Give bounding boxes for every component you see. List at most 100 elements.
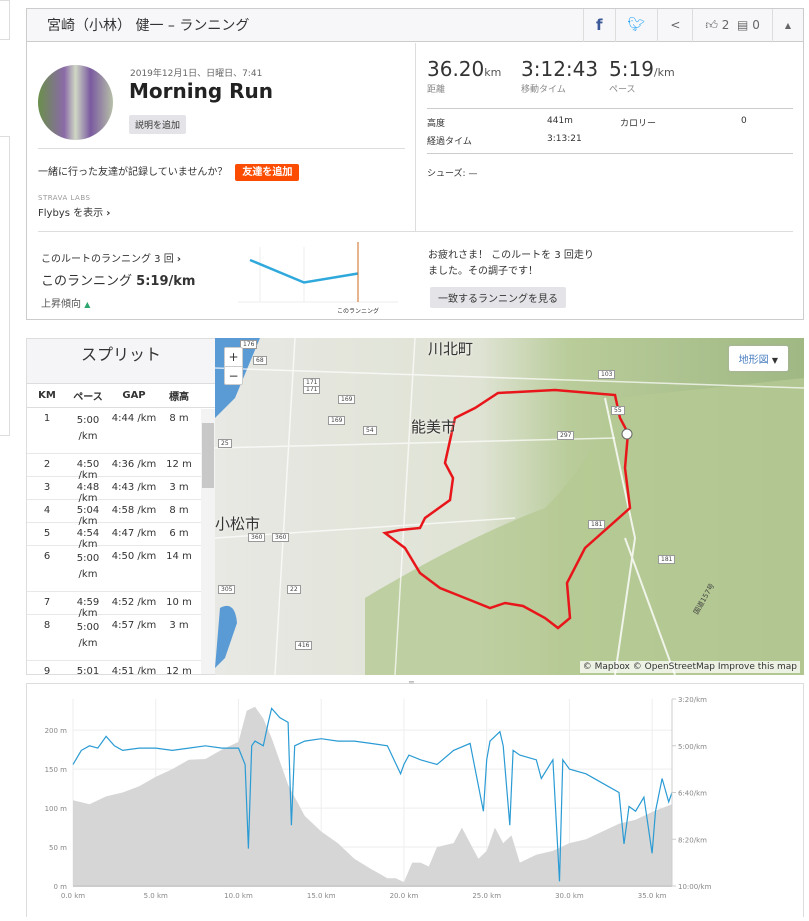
road-badge: 25	[218, 439, 232, 448]
route-line	[382, 388, 632, 630]
trend: 上昇傾向 ▲	[41, 295, 90, 310]
split-row[interactable]: 6 5:00 /km 4:50 /km 14 m	[27, 546, 215, 592]
facebook-icon[interactable]: f	[583, 8, 615, 42]
comment-icon: ▤	[737, 18, 749, 32]
triangle-up-icon: ▲	[84, 300, 91, 309]
road-badge: 181	[588, 520, 606, 529]
road-badge: 416	[295, 641, 313, 650]
split-pace: 4:59 /km	[76, 597, 100, 619]
chevron-right-icon: ›	[106, 208, 111, 219]
activity-date: 2019年12月1日、日曜日、7:41	[130, 69, 263, 79]
split-elev: 12 m	[166, 459, 192, 470]
x-tick-label: 10.0 km	[224, 892, 253, 900]
road-badge: 54	[363, 426, 377, 435]
splits-title: スプリット	[27, 339, 215, 384]
scrollbar[interactable]	[201, 409, 215, 674]
moving-time-label: 移動タイム	[521, 85, 566, 95]
split-row[interactable]: 7 4:59 /km 4:52 /km 10 m	[27, 592, 215, 619]
split-gap: 4:44 /km	[111, 413, 157, 424]
zoom-out-button[interactable]: −	[228, 369, 239, 383]
split-row[interactable]: 1 5:00 /km 4:44 /km 8 m	[27, 408, 215, 454]
map-tiles	[215, 338, 804, 675]
map-style-select[interactable]: 地形図 ▼	[728, 346, 788, 371]
scrollbar-thumb[interactable]	[202, 423, 214, 488]
split-gap: 4:43 /km	[111, 482, 157, 493]
kudos-button[interactable]: 👍︎ 2 ▤ 0	[692, 8, 771, 42]
congrats-text: お疲れさま！ このルートを 3 回走りました。その調子です！	[428, 250, 594, 277]
calories-label: カロリー	[620, 119, 657, 129]
y2-tick-label: 8:20/km	[678, 836, 707, 844]
elevation-area	[73, 706, 672, 886]
avatar[interactable]	[38, 65, 113, 140]
pace-unit: /km	[653, 66, 675, 79]
calories-value: 0	[741, 116, 747, 126]
split-km: 5	[43, 528, 51, 539]
chevron-right-icon: ›	[176, 254, 182, 265]
sparkline-label: このランニング	[337, 307, 379, 315]
split-gap: 4:36 /km	[111, 459, 157, 470]
flybys-link[interactable]: Flybys を表示 ›	[38, 204, 110, 219]
y-tick-label: 50 m	[49, 844, 67, 852]
split-row[interactable]: 3 4:48 /km 4:43 /km 3 m	[27, 477, 215, 504]
road-badge: 103	[598, 370, 616, 379]
collapse-icon[interactable]: ▲	[771, 8, 803, 42]
split-elev: 8 m	[169, 505, 189, 516]
zoom-controls: + −	[224, 347, 243, 385]
shoes: シューズ: —	[427, 169, 478, 179]
elevation-pace-chart[interactable]: ═ 0 m 50 m 100 m 150 m 200 m 0.0 km 5.0 km 10.0…	[26, 678, 804, 917]
split-gap: 4:58 /km	[111, 505, 157, 516]
activity-name: Morning Run	[129, 79, 273, 103]
place-label: 能美市	[411, 418, 457, 436]
twitter-icon[interactable]: 🐦︎	[614, 8, 658, 42]
this-run-pace: 5:19/km	[136, 274, 196, 289]
road-badge: 22	[287, 585, 301, 594]
place-label: 小松市	[215, 515, 261, 533]
road-badge: 169	[338, 395, 356, 404]
x-tick-label: 30.0 km	[555, 892, 584, 900]
x-tick-label: 5.0 km	[144, 892, 168, 900]
split-row[interactable]: 5 4:54 /km 4:47 /km 6 m	[27, 523, 215, 550]
this-run-label: このランニング	[41, 274, 133, 289]
friends-text: 一緒に行った友達が記録していませんか？	[38, 167, 228, 178]
split-pace: 4:54 /km	[76, 528, 100, 550]
activity-header: 宮崎（小林） 健一 – ランニング f 🐦︎ < 👍︎ 2 ▤ 0 ▲	[27, 8, 803, 42]
elevation-label: 高度	[427, 119, 446, 129]
elevation-value: 441m	[547, 116, 573, 126]
kudos-count: 2	[721, 18, 730, 32]
add-description-button[interactable]: 説明を追加	[129, 115, 187, 134]
route-runs-text: このルートのランニング 3 回	[41, 254, 174, 265]
split-row[interactable]: 9 5:01 /km 4:51 /km 12 m	[27, 661, 215, 675]
route-map[interactable]: 川北町 能美市 小松市 176 68 171 171 169 169 25 54 360 360 3…	[215, 338, 804, 675]
split-gap: 4:50 /km	[111, 551, 157, 562]
road-badge: 360	[272, 533, 290, 542]
caret-down-icon: ▼	[771, 356, 778, 365]
resize-handle-icon[interactable]: ═	[409, 678, 414, 687]
share-icon[interactable]: <	[657, 8, 692, 42]
distance-unit: km	[484, 66, 502, 79]
y-tick-label: 150 m	[45, 766, 68, 774]
split-elev: 8 m	[169, 413, 189, 424]
road-badge: 169	[328, 416, 346, 425]
add-friends-button[interactable]: 友達を追加	[235, 164, 300, 181]
splits-list[interactable]: 1 5:00 /km 4:44 /km 8 m 2 4:50 /km 4:36 /km 12 …	[27, 408, 215, 675]
split-km: 9	[43, 666, 51, 675]
zoom-in-button[interactable]: +	[225, 348, 242, 367]
matched-runs-button[interactable]: 一致するランニングを見る	[430, 287, 566, 308]
splits-panel: スプリット KM ペース GAP 標高 1 5:00 /km 4:44 /km 8 m…	[26, 338, 215, 675]
split-row[interactable]: 4 5:04 /km 4:58 /km 8 m	[27, 500, 215, 527]
split-km: 4	[43, 505, 51, 516]
x-tick-label: 0.0 km	[61, 892, 85, 900]
col-elev: 標高	[169, 392, 189, 403]
split-elev: 10 m	[166, 597, 192, 608]
divider	[38, 148, 405, 149]
chart-svg: 0 m 50 m 100 m 150 m 200 m 0.0 km 5.0 km 10.0 k…	[45, 696, 712, 900]
comment-count: 0	[752, 18, 760, 32]
x-tick-label: 15.0 km	[307, 892, 336, 900]
split-row[interactable]: 8 5:00 /km 4:57 /km 3 m	[27, 615, 215, 661]
route-runs-link[interactable]: このルートのランニング 3 回 ›	[41, 250, 181, 265]
split-pace: 4:50 /km	[76, 459, 100, 481]
trend-text: 上昇傾向	[41, 299, 81, 310]
split-km: 7	[43, 597, 51, 608]
split-row[interactable]: 2 4:50 /km 4:36 /km 12 m	[27, 454, 215, 481]
map-attribution[interactable]: © Mapbox © OpenStreetMap Improve this ma…	[579, 661, 800, 673]
